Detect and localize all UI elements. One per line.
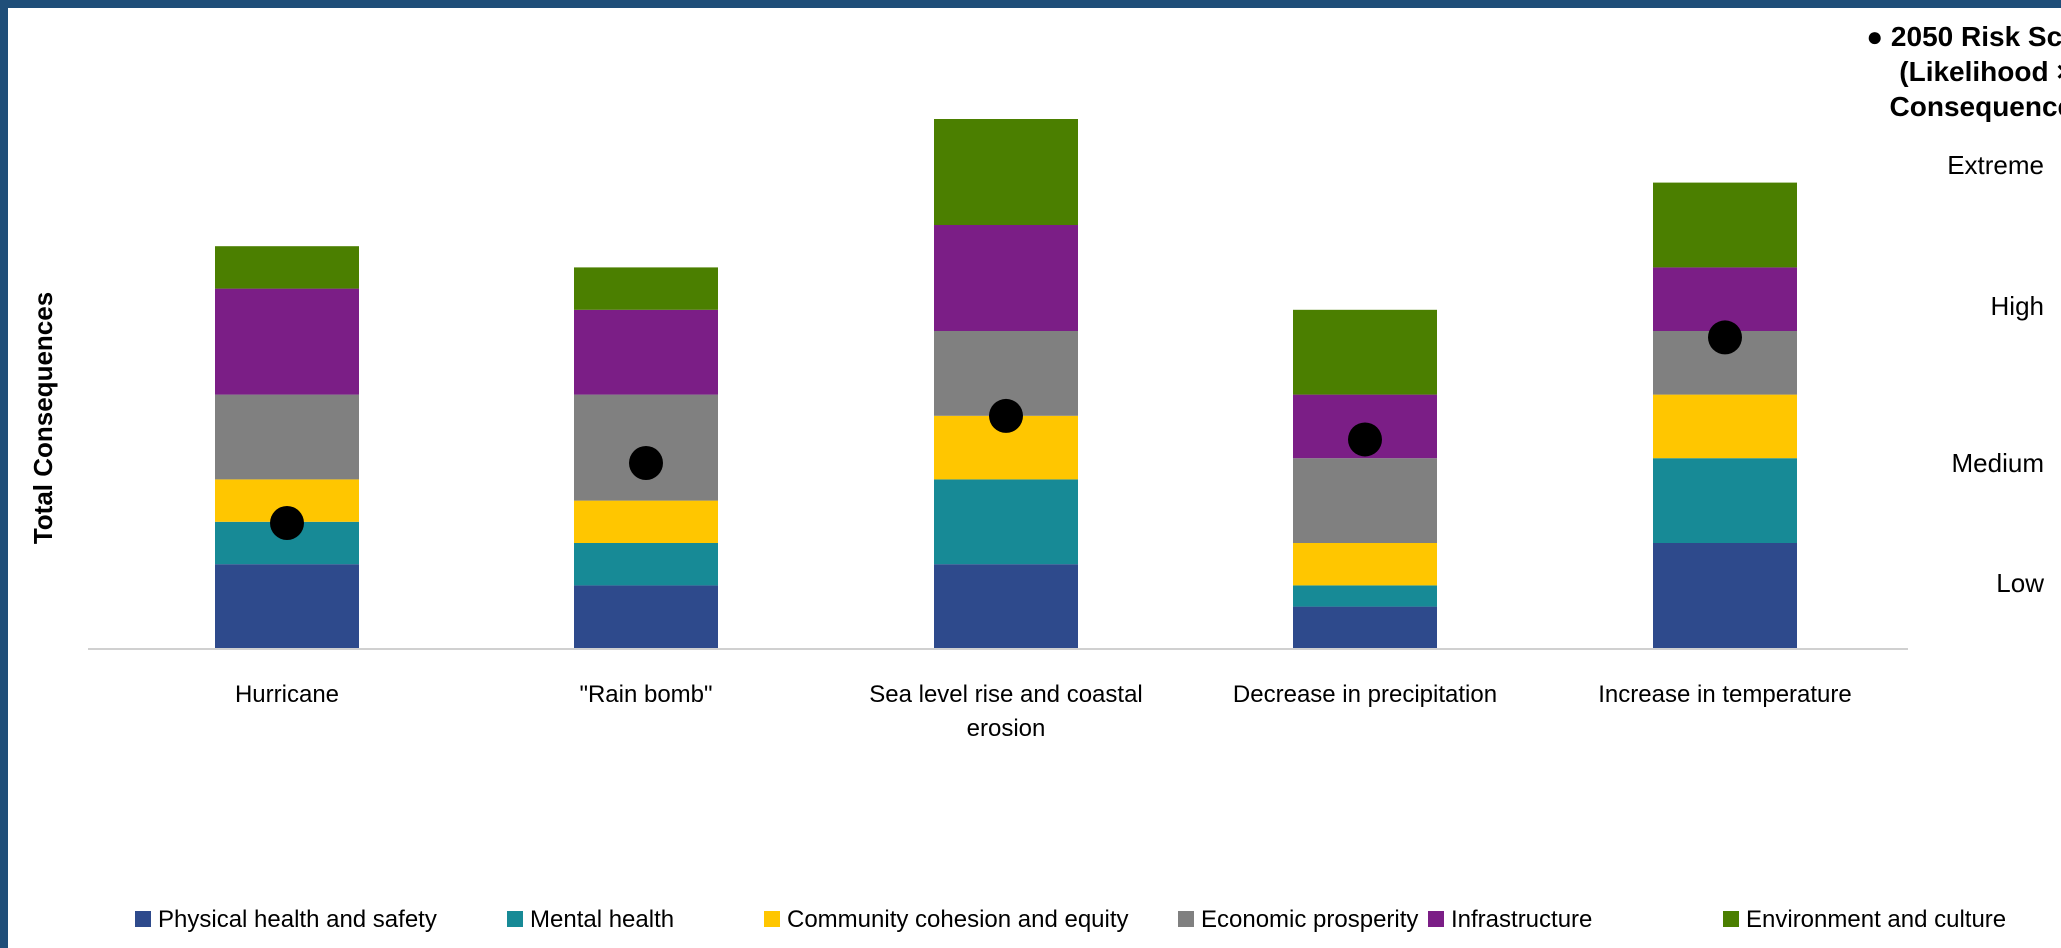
bar-segment-1-1: [215, 564, 359, 649]
legend-label-5: Infrastructure: [1451, 906, 1592, 933]
bar-segment-3-6: [934, 119, 1078, 225]
bar-segment-2-1: [574, 585, 718, 649]
bar-segment-1-5: [215, 288, 359, 395]
legend-swatch-1: [135, 911, 151, 927]
category-label-4: Decrease in precipitation: [1233, 681, 1497, 708]
bar-segment-4-3: [1293, 543, 1437, 586]
bar-segment-1-6: [215, 246, 359, 289]
risk-score-dot-1: [270, 506, 304, 540]
legend-label-6: Environment and culture: [1746, 906, 2006, 933]
legend-label-1: Physical health and safety: [158, 906, 437, 933]
bar-segment-3-5: [934, 225, 1078, 331]
risk-level-label-high: High: [1991, 291, 2044, 321]
bar-segment-5-6: [1653, 182, 1797, 268]
risk-level-label-extreme: Extreme: [1947, 150, 2044, 180]
bar-segment-4-1: [1293, 606, 1437, 649]
risk-score-dot-3: [989, 398, 1023, 433]
bar-segment-2-6: [574, 267, 718, 310]
y-axis-label: Total Consequences: [28, 292, 58, 544]
bar-segment-4-2: [1293, 585, 1437, 607]
chart-frame: Hurricane "Rain bomb" Sea level rise and c…: [8, 8, 2061, 948]
bar-segment-5-3: [1653, 394, 1797, 459]
category-label-2: "Rain bomb": [579, 681, 712, 708]
legend-item-1: Physical health and safety: [135, 906, 437, 933]
bar-segment-5-2: [1653, 458, 1797, 543]
bar-segment-3-1: [934, 564, 1078, 649]
legend-label-4: Economic prosperity: [1201, 906, 1418, 933]
risk-level-labels: Low Medium High Extreme: [1947, 150, 2044, 598]
risk-score-dot-4: [1348, 422, 1382, 457]
risk-score-dot-5: [1708, 320, 1742, 355]
risk-score-legend-line-1: ● 2050 Risk Score: [1866, 21, 2061, 52]
legend-item-6: Environment and culture: [1723, 906, 2006, 933]
bar-segment-4-6: [1293, 309, 1437, 395]
risk-level-label-low: Low: [1996, 568, 2044, 598]
bar-segment-1-4: [215, 394, 359, 480]
legend-swatch-5: [1428, 911, 1444, 927]
bar-segment-2-2: [574, 543, 718, 586]
legend-item-4: Economic prosperity: [1178, 906, 1418, 933]
bar-segment-4-4: [1293, 458, 1437, 543]
risk-score-legend: ● 2050 Risk Score (Likelihood × Consequenc…: [1866, 21, 2061, 122]
risk-score-dot-2: [629, 446, 663, 480]
legend-swatch-3: [764, 911, 780, 927]
bar-segment-3-2: [934, 479, 1078, 565]
risk-score-markers: [270, 320, 1742, 540]
legend-swatch-6: [1723, 911, 1739, 927]
stacked-bar-chart: Hurricane "Rain bomb" Sea level rise and c…: [28, 21, 2061, 933]
category-label-3-line-2: erosion: [967, 715, 1046, 742]
legend-item-3: Community cohesion and equity: [764, 906, 1129, 933]
bar-segment-5-1: [1653, 543, 1797, 649]
risk-score-legend-line-2: (Likelihood ×: [1899, 56, 2061, 87]
category-label-3-line-1: Sea level rise and coastal: [869, 681, 1143, 708]
legend-swatch-4: [1178, 911, 1194, 927]
risk-level-label-medium: Medium: [1952, 448, 2044, 478]
category-labels: Hurricane "Rain bomb" Sea level rise and c…: [235, 681, 1852, 742]
bar-segment-2-5: [574, 309, 718, 395]
legend-item-2: Mental health: [507, 906, 674, 933]
category-label-1: Hurricane: [235, 681, 339, 708]
bar-segment-2-3: [574, 500, 718, 543]
risk-score-legend-line-3: Consequence): [1890, 91, 2061, 122]
legend-label-3: Community cohesion and equity: [787, 906, 1129, 933]
legend-swatch-2: [507, 911, 523, 927]
legend-label-2: Mental health: [530, 906, 674, 933]
category-label-5: Increase in temperature: [1598, 681, 1851, 708]
legend-item-5: Infrastructure: [1428, 906, 1592, 933]
bar-stacks: [215, 119, 1797, 649]
series-legend: Physical health and safety Mental health C…: [135, 906, 2006, 933]
